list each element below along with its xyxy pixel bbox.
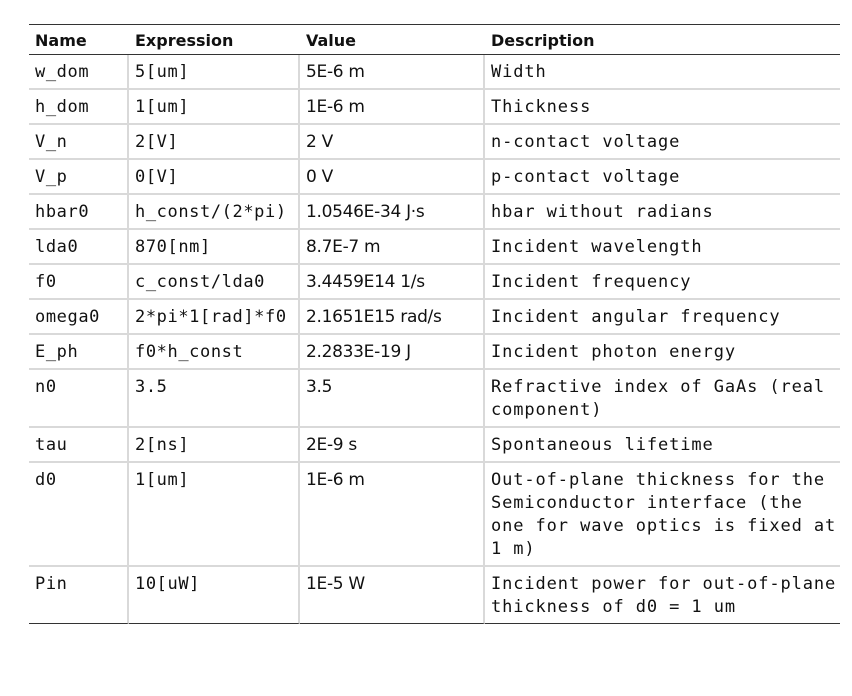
cell-value: 3.4459E14 1/s bbox=[300, 265, 485, 300]
cell-description: Incident wavelength bbox=[485, 230, 840, 265]
table-row: Pin 10[uW] 1E-5 W Incident power for out… bbox=[29, 567, 840, 624]
cell-name: V_n bbox=[29, 125, 129, 160]
header-description: Description bbox=[485, 24, 840, 55]
parameters-table: Name Expression Value Description w_dom … bbox=[29, 24, 840, 624]
header-expression: Expression bbox=[129, 24, 300, 55]
cell-expression: 1[um] bbox=[129, 463, 300, 567]
cell-description: Incident frequency bbox=[485, 265, 840, 300]
table-row: d0 1[um] 1E-6 m Out-of-plane thickness f… bbox=[29, 463, 840, 567]
cell-value: 2.2833E-19 J bbox=[300, 335, 485, 370]
cell-name: w_dom bbox=[29, 55, 129, 90]
cell-name: tau bbox=[29, 428, 129, 463]
table-row: V_p 0[V] 0 V p-contact voltage bbox=[29, 160, 840, 195]
cell-expression: 10[uW] bbox=[129, 567, 300, 624]
cell-value: 1E-6 m bbox=[300, 90, 485, 125]
cell-description: Spontaneous lifetime bbox=[485, 428, 840, 463]
cell-expression: 0[V] bbox=[129, 160, 300, 195]
cell-description: Width bbox=[485, 55, 840, 90]
header-row: Name Expression Value Description bbox=[29, 24, 840, 55]
cell-description: n-contact voltage bbox=[485, 125, 840, 160]
header-name: Name bbox=[29, 24, 129, 55]
cell-value: 8.7E-7 m bbox=[300, 230, 485, 265]
cell-value: 2.1651E15 rad/s bbox=[300, 300, 485, 335]
table-row: n0 3.5 3.5 Refractive index of GaAs (rea… bbox=[29, 370, 840, 428]
cell-name: hbar0 bbox=[29, 195, 129, 230]
cell-name: f0 bbox=[29, 265, 129, 300]
cell-expression: 870[nm] bbox=[129, 230, 300, 265]
cell-expression: h_const/(2*pi) bbox=[129, 195, 300, 230]
table-row: f0 c_const/lda0 3.4459E14 1/s Incident f… bbox=[29, 265, 840, 300]
table-row: w_dom 5[um] 5E-6 m Width bbox=[29, 55, 840, 90]
cell-name: d0 bbox=[29, 463, 129, 567]
table-row: tau 2[ns] 2E-9 s Spontaneous lifetime bbox=[29, 428, 840, 463]
header-value: Value bbox=[300, 24, 485, 55]
cell-description: Thickness bbox=[485, 90, 840, 125]
cell-description: p-contact voltage bbox=[485, 160, 840, 195]
cell-value: 0 V bbox=[300, 160, 485, 195]
cell-expression: 2[V] bbox=[129, 125, 300, 160]
cell-value: 1E-5 W bbox=[300, 567, 485, 624]
cell-description: Refractive index of GaAs (real component… bbox=[485, 370, 840, 428]
table-row: h_dom 1[um] 1E-6 m Thickness bbox=[29, 90, 840, 125]
table-row: omega0 2*pi*1[rad]*f0 2.1651E15 rad/s In… bbox=[29, 300, 840, 335]
table-row: V_n 2[V] 2 V n-contact voltage bbox=[29, 125, 840, 160]
cell-value: 2 V bbox=[300, 125, 485, 160]
table-row: hbar0 h_const/(2*pi) 1.0546E-34 J·s hbar… bbox=[29, 195, 840, 230]
cell-description: Incident power for out-of-plane thicknes… bbox=[485, 567, 840, 624]
cell-name: E_ph bbox=[29, 335, 129, 370]
cell-name: lda0 bbox=[29, 230, 129, 265]
cell-expression: c_const/lda0 bbox=[129, 265, 300, 300]
cell-expression: 3.5 bbox=[129, 370, 300, 428]
cell-expression: 5[um] bbox=[129, 55, 300, 90]
cell-value: 5E-6 m bbox=[300, 55, 485, 90]
table-row: lda0 870[nm] 8.7E-7 m Incident wavelengt… bbox=[29, 230, 840, 265]
cell-value: 1E-6 m bbox=[300, 463, 485, 567]
cell-value: 1.0546E-34 J·s bbox=[300, 195, 485, 230]
cell-expression: f0*h_const bbox=[129, 335, 300, 370]
cell-name: V_p bbox=[29, 160, 129, 195]
cell-value: 3.5 bbox=[300, 370, 485, 428]
cell-name: n0 bbox=[29, 370, 129, 428]
cell-description: Incident angular frequency bbox=[485, 300, 840, 335]
cell-description: hbar without radians bbox=[485, 195, 840, 230]
cell-expression: 2[ns] bbox=[129, 428, 300, 463]
cell-expression: 2*pi*1[rad]*f0 bbox=[129, 300, 300, 335]
cell-name: h_dom bbox=[29, 90, 129, 125]
cell-description: Out-of-plane thickness for the Semicondu… bbox=[485, 463, 840, 567]
table-row: E_ph f0*h_const 2.2833E-19 J Incident ph… bbox=[29, 335, 840, 370]
cell-name: omega0 bbox=[29, 300, 129, 335]
cell-description: Incident photon energy bbox=[485, 335, 840, 370]
cell-name: Pin bbox=[29, 567, 129, 624]
cell-value: 2E-9 s bbox=[300, 428, 485, 463]
cell-expression: 1[um] bbox=[129, 90, 300, 125]
